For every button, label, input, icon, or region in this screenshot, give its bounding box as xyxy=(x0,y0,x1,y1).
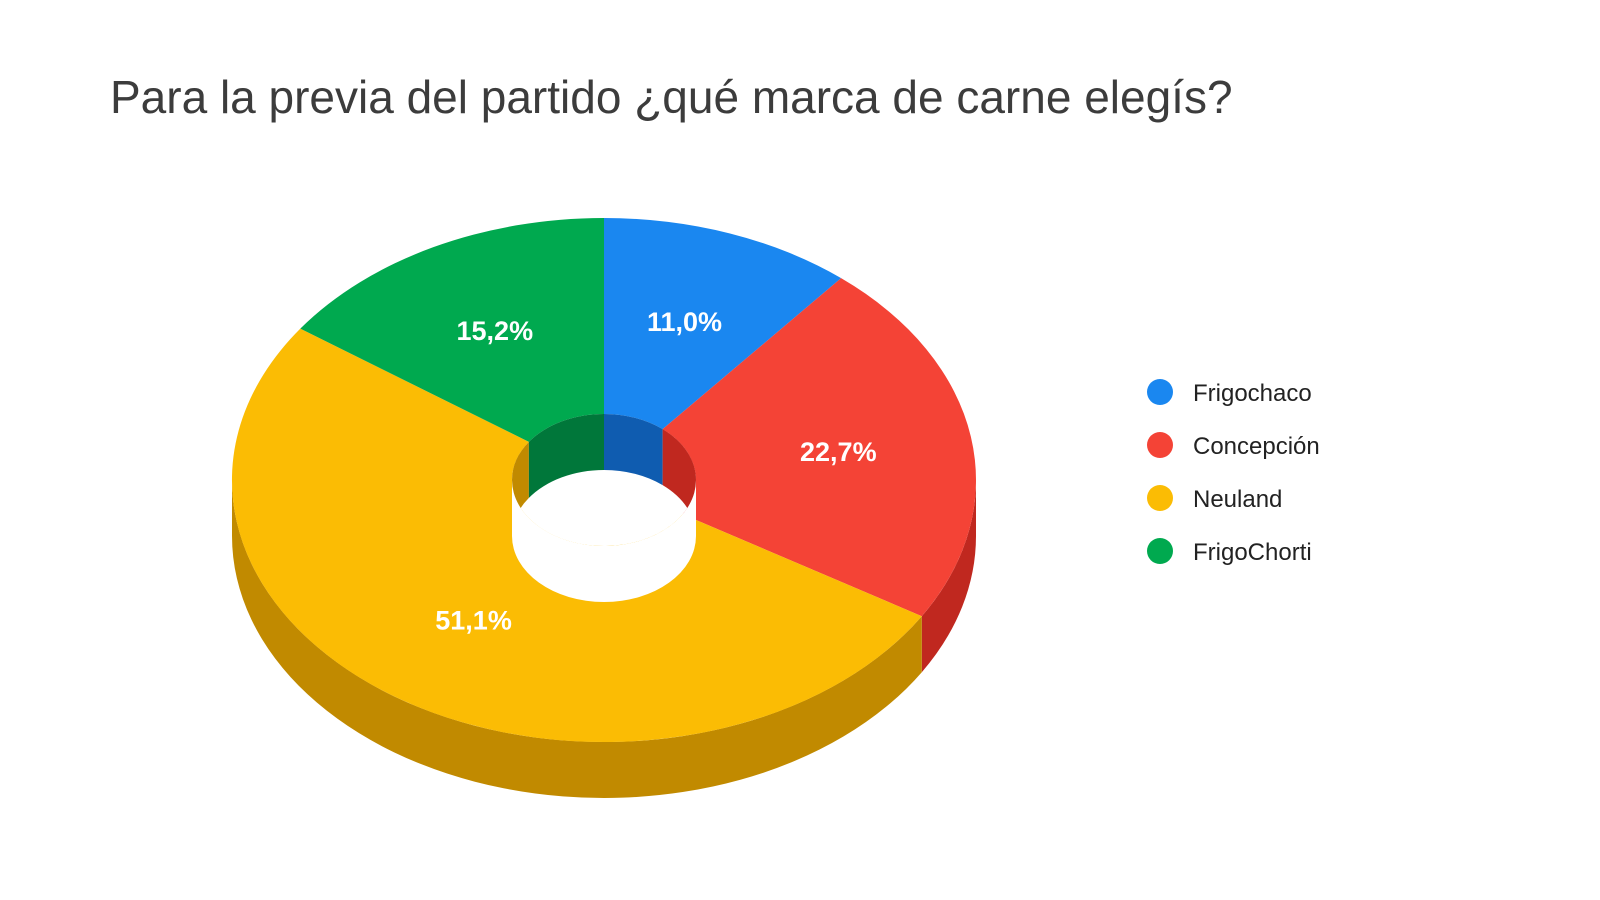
slice-concepcion xyxy=(662,278,976,617)
slice-labels: 11,0% 22,7% 51,1% 15,2% xyxy=(435,307,876,635)
slice-label-concepcion: 22,7% xyxy=(800,437,877,467)
legend-label-frigochaco: Frigochaco xyxy=(1193,380,1312,407)
legend: Frigochaco Concepción Neuland FrigoChorti xyxy=(1147,379,1320,566)
chart-title: Para la previa del partido ¿qué marca de… xyxy=(110,71,1233,123)
legend-marker-frigochorti xyxy=(1147,538,1173,564)
legend-label-concepcion: Concepción xyxy=(1193,433,1320,460)
legend-label-neuland: Neuland xyxy=(1193,486,1282,513)
slice-frigochorti xyxy=(300,218,604,442)
slice-frigochaco xyxy=(604,218,842,430)
donut-hole xyxy=(512,480,696,602)
pie-sides xyxy=(232,480,976,798)
hole-wall-frigochorti xyxy=(528,414,604,498)
legend-marker-concepcion xyxy=(1147,432,1173,458)
slice-label-frigochaco: 11,0% xyxy=(647,307,722,337)
slice-side-concepcion xyxy=(921,480,976,673)
legend-marker-neuland xyxy=(1147,485,1173,511)
hole-wall-concepcion xyxy=(662,429,696,536)
hole-wall-frigochaco xyxy=(604,414,663,486)
legend-marker-frigochaco xyxy=(1147,379,1173,405)
pie-top xyxy=(231,218,976,743)
slice-neuland xyxy=(231,328,922,743)
slice-label-neuland: 51,1% xyxy=(435,605,512,635)
legend-label-frigochorti: FrigoChorti xyxy=(1193,539,1312,566)
slice-side-neuland xyxy=(232,480,922,798)
slice-label-frigochorti: 15,2% xyxy=(457,316,534,346)
